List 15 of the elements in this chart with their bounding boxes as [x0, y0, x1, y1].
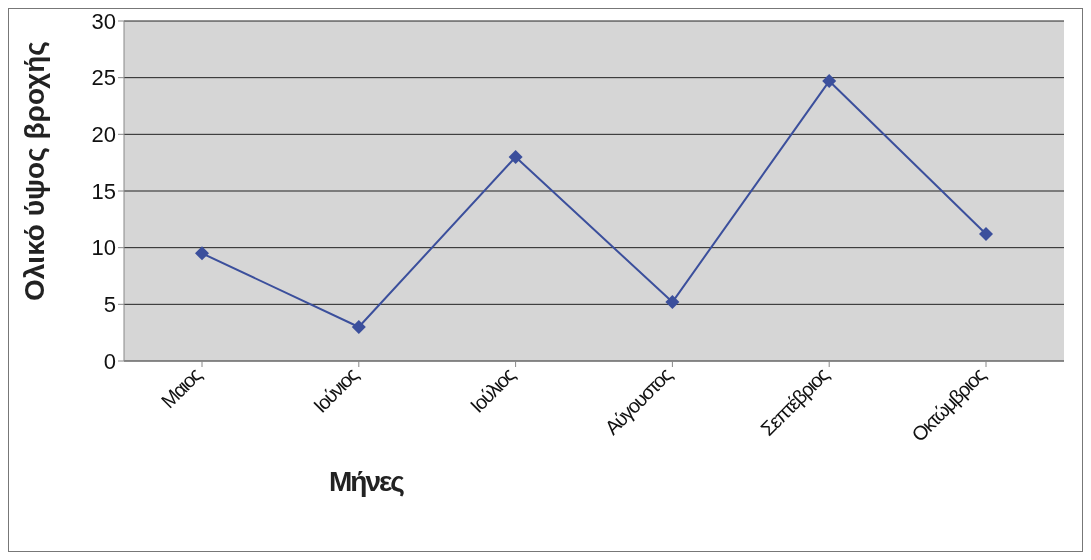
- y-axis-title: Ολικό ύψος βροχής: [18, 41, 50, 301]
- point: [822, 74, 837, 89]
- y-tick-label: 5: [103, 292, 116, 318]
- point: [508, 150, 523, 164]
- y-tick-label: 30: [91, 8, 116, 34]
- y-tick-label: 10: [91, 235, 116, 261]
- point: [665, 295, 680, 310]
- y-tick-label: 0: [103, 348, 116, 374]
- point: [979, 227, 993, 242]
- point: [351, 320, 366, 334]
- y-tick-label: 20: [91, 122, 116, 148]
- point: [195, 246, 209, 261]
- y-tick-label: 25: [91, 65, 116, 91]
- x-axis-title: Μήνες: [329, 466, 405, 497]
- y-tick-label: 15: [91, 178, 116, 204]
